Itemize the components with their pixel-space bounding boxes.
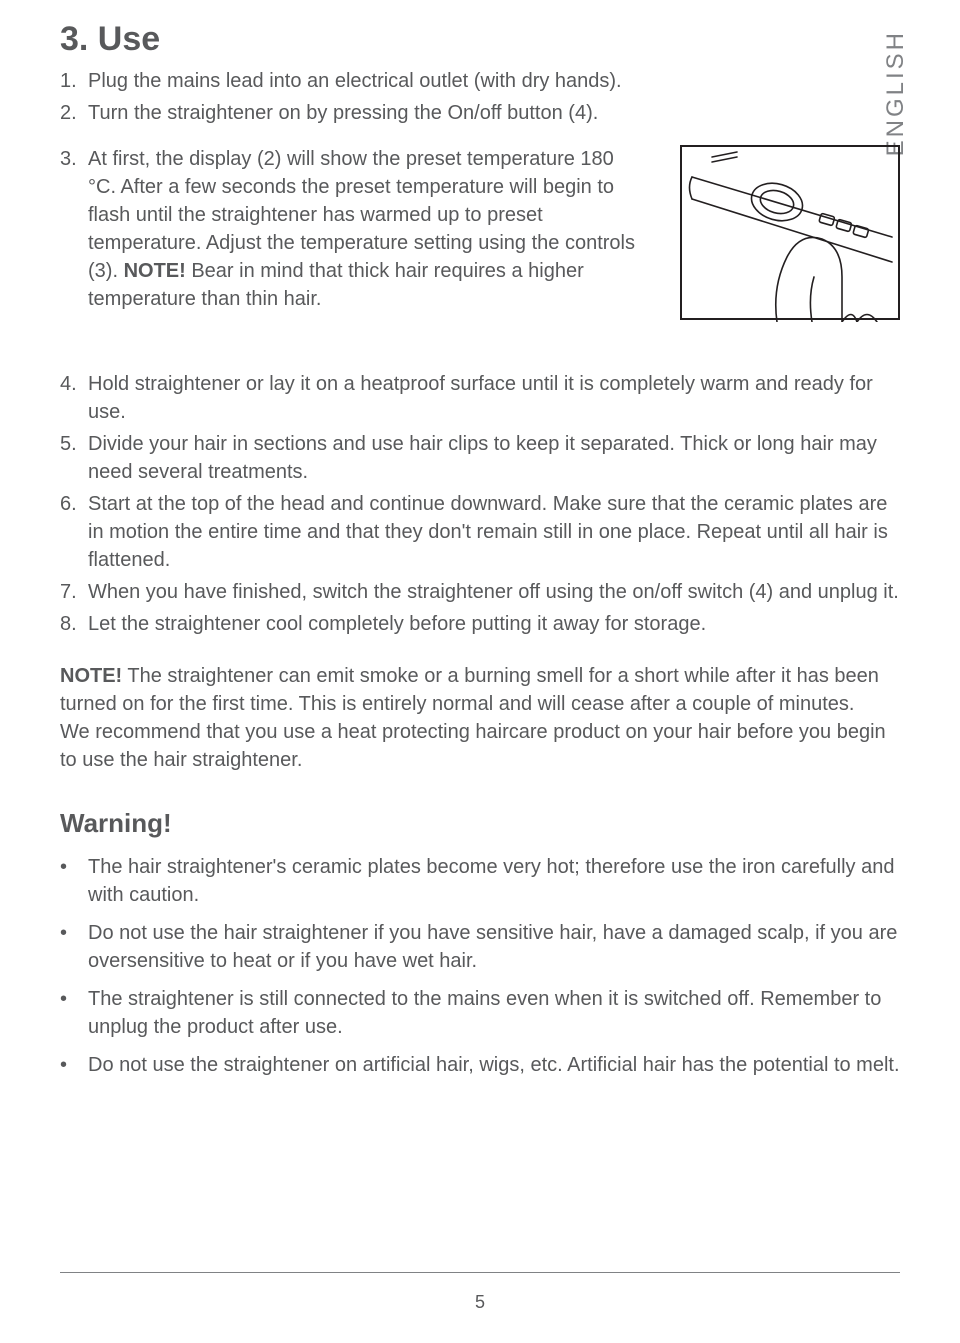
item-number: 1. bbox=[60, 67, 88, 95]
item-text: The hair straightener's ceramic plates b… bbox=[88, 853, 900, 909]
item-number: 7. bbox=[60, 578, 88, 606]
illustration-svg bbox=[682, 147, 902, 322]
bullet-icon: • bbox=[60, 853, 88, 909]
item-number: 5. bbox=[60, 430, 88, 486]
list-item: • The hair straightener's ceramic plates… bbox=[60, 853, 900, 909]
note-body2: We recommend that you use a heat protect… bbox=[60, 721, 886, 771]
note-paragraph: NOTE! The straightener can emit smoke or… bbox=[60, 662, 900, 774]
bullet-icon: • bbox=[60, 985, 88, 1041]
item-text: Do not use the hair straightener if you … bbox=[88, 919, 900, 975]
item-text: Let the straightener cool completely bef… bbox=[88, 610, 900, 638]
list-item: 2. Turn the straightener on by pressing … bbox=[60, 99, 900, 127]
instruction-list-a: 1. Plug the mains lead into an electrica… bbox=[60, 67, 900, 127]
item-number: 6. bbox=[60, 490, 88, 574]
section-heading: 3. Use bbox=[60, 20, 900, 59]
note-body: The straightener can emit smoke or a bur… bbox=[60, 665, 879, 715]
list-item: 7. When you have finished, switch the st… bbox=[60, 578, 900, 606]
item-text: Turn the straightener on by pressing the… bbox=[88, 99, 900, 127]
bullet-icon: • bbox=[60, 919, 88, 975]
item-number: 4. bbox=[60, 370, 88, 426]
item3-text: 3.At first, the display (2) will show th… bbox=[60, 145, 650, 313]
warning-heading: Warning! bbox=[60, 808, 900, 839]
list-item: • Do not use the hair straightener if yo… bbox=[60, 919, 900, 975]
item-number: 2. bbox=[60, 99, 88, 127]
list-item: 5. Divide your hair in sections and use … bbox=[60, 430, 900, 486]
list-item: 4. Hold straightener or lay it on a heat… bbox=[60, 370, 900, 426]
illustration bbox=[680, 145, 900, 320]
bullet-icon: • bbox=[60, 1051, 88, 1079]
instruction-list-b: 4. Hold straightener or lay it on a heat… bbox=[60, 370, 900, 638]
page-number: 5 bbox=[0, 1292, 960, 1313]
list-item: 6. Start at the top of the head and cont… bbox=[60, 490, 900, 574]
footer-rule bbox=[60, 1272, 900, 1273]
item-text: The straightener is still connected to t… bbox=[88, 985, 900, 1041]
item-text: Do not use the straightener on artificia… bbox=[88, 1051, 900, 1079]
list-item: • The straightener is still connected to… bbox=[60, 985, 900, 1041]
warning-list: • The hair straightener's ceramic plates… bbox=[60, 853, 900, 1079]
list-item: 1. Plug the mains lead into an electrica… bbox=[60, 67, 900, 95]
item3-row: 3.At first, the display (2) will show th… bbox=[60, 145, 900, 320]
item3-note: NOTE! bbox=[124, 260, 186, 282]
item-text: Divide your hair in sections and use hai… bbox=[88, 430, 900, 486]
language-label: ENGLISH bbox=[882, 30, 910, 156]
item-text: When you have finished, switch the strai… bbox=[88, 578, 900, 606]
item-number: 3. bbox=[60, 145, 88, 173]
list-item: 8. Let the straightener cool completely … bbox=[60, 610, 900, 638]
note-bold: NOTE! bbox=[60, 665, 122, 687]
item-text: Plug the mains lead into an electrical o… bbox=[88, 67, 900, 95]
item-number: 8. bbox=[60, 610, 88, 638]
list-item: • Do not use the straightener on artific… bbox=[60, 1051, 900, 1079]
item-text: Hold straightener or lay it on a heatpro… bbox=[88, 370, 900, 426]
item-text: Start at the top of the head and continu… bbox=[88, 490, 900, 574]
